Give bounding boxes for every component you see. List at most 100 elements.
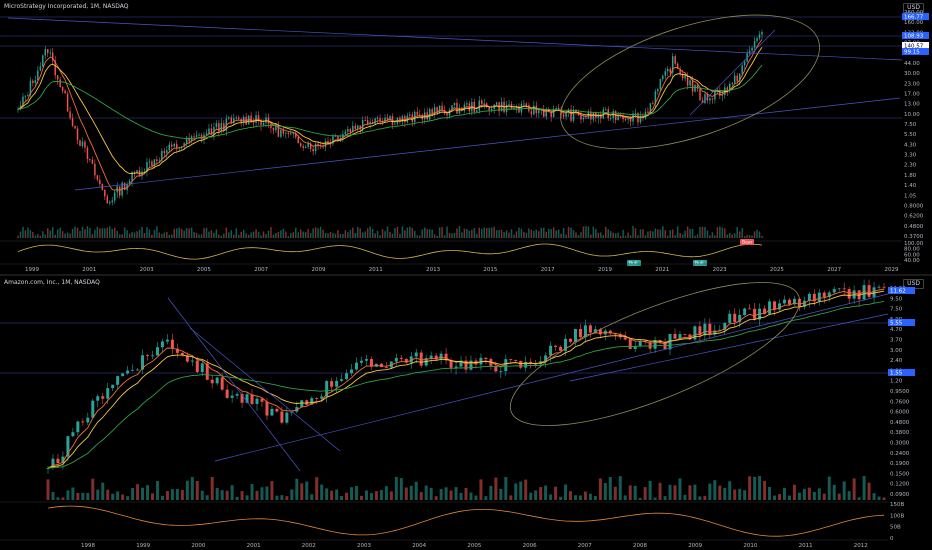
currency-button[interactable]: USD <box>903 3 924 13</box>
oscillator-tick-label: 150B <box>890 502 904 508</box>
price-tick-label: 3.00 <box>890 348 903 354</box>
candle <box>305 400 309 405</box>
volume-bar <box>317 228 319 238</box>
volume-bar <box>24 230 27 238</box>
volume-bar <box>590 234 592 238</box>
chart-canvas[interactable]: 11.629.507.505.904.703.703.002.401.801.2… <box>0 276 932 550</box>
volume-bar <box>741 228 743 238</box>
candle <box>495 102 498 105</box>
moving-average-line <box>17 39 763 192</box>
candle <box>657 89 659 92</box>
moving-average-line <box>47 290 885 469</box>
candle <box>215 123 218 128</box>
candle <box>208 128 210 134</box>
volume-bar <box>126 496 130 500</box>
candle <box>215 377 219 384</box>
candle <box>523 103 525 105</box>
volume-bar <box>166 231 168 238</box>
candle <box>733 313 737 322</box>
candle <box>64 90 66 94</box>
volume-bar <box>525 232 528 238</box>
volume-bar <box>148 229 151 238</box>
candle <box>585 117 587 119</box>
candle <box>272 127 275 131</box>
volume-bar <box>69 233 71 238</box>
candle <box>792 298 796 305</box>
candle <box>141 171 143 177</box>
volume-bar <box>359 228 361 238</box>
volume-bar <box>544 485 548 500</box>
candle <box>302 146 304 148</box>
candle <box>743 61 746 66</box>
candle <box>292 132 295 134</box>
volume-bar <box>483 227 485 238</box>
candle <box>27 95 29 96</box>
candle <box>598 329 602 335</box>
volume-bar <box>302 231 304 238</box>
time-tick-label: 2005 <box>197 267 211 273</box>
volume-bar <box>638 497 642 500</box>
volume-bar <box>778 494 781 500</box>
chart-title: MicroStrategy Incorporated, 1M, NASDAQ <box>4 3 129 10</box>
volume-bar <box>446 226 448 238</box>
candle <box>545 110 547 117</box>
volume-bar <box>203 228 205 238</box>
candle <box>315 398 319 399</box>
candle <box>763 308 767 314</box>
volume-bar <box>673 485 677 500</box>
candle <box>530 111 533 115</box>
volume-bar <box>96 489 100 500</box>
volume-bar <box>476 233 478 238</box>
volume-bar <box>374 233 376 238</box>
volume-bar <box>131 231 133 238</box>
candle <box>451 105 453 110</box>
volume-bar <box>519 481 523 500</box>
volume-bar <box>190 477 194 500</box>
candle <box>109 202 111 204</box>
volume-bar <box>51 491 55 500</box>
volume-bar <box>852 478 856 500</box>
candle <box>265 401 269 416</box>
trend-line <box>569 313 889 382</box>
volume-bar <box>698 496 702 500</box>
time-tick-label: 2006 <box>523 543 537 549</box>
volume-bar <box>364 231 366 238</box>
volume-bar <box>559 496 563 500</box>
oscillator-tick-label: 60.00 <box>904 252 920 258</box>
volume-bar <box>106 489 110 500</box>
candle <box>310 398 314 405</box>
signal-badge <box>740 239 754 245</box>
price-tick-label: 0.8000 <box>904 203 924 209</box>
candle <box>270 408 274 416</box>
candle <box>812 293 816 302</box>
volume-bar <box>272 234 275 238</box>
candle <box>729 83 731 91</box>
volume-bar <box>414 481 418 500</box>
candle <box>807 293 811 301</box>
time-tick-label: 2001 <box>82 267 96 273</box>
candle <box>721 95 724 96</box>
volume-bar <box>19 231 22 238</box>
moving-average-line <box>47 300 885 469</box>
panel-divider[interactable] <box>0 274 932 276</box>
candle <box>166 150 168 154</box>
chart-canvas[interactable]: 260.00160.00122.0087.0062.0044.0030.0023… <box>0 0 932 274</box>
volume-bar <box>143 233 146 238</box>
time-tick-label: 2015 <box>483 267 497 273</box>
candle <box>554 345 558 347</box>
volume-bar <box>862 476 866 500</box>
candle <box>257 115 260 120</box>
volume-bar <box>438 227 441 238</box>
candle <box>557 107 560 110</box>
volume-bar <box>703 495 707 500</box>
volume-bar <box>414 230 416 238</box>
price-tick-label: 0.2400 <box>890 451 910 457</box>
volume-bar <box>444 487 448 500</box>
volume-bar <box>619 235 622 238</box>
candle <box>399 117 401 122</box>
time-tick-label: 2009 <box>312 267 326 273</box>
candle <box>155 347 159 356</box>
candle <box>624 119 627 120</box>
candle <box>733 75 736 83</box>
price-tag-label: 108.93 <box>904 34 924 40</box>
